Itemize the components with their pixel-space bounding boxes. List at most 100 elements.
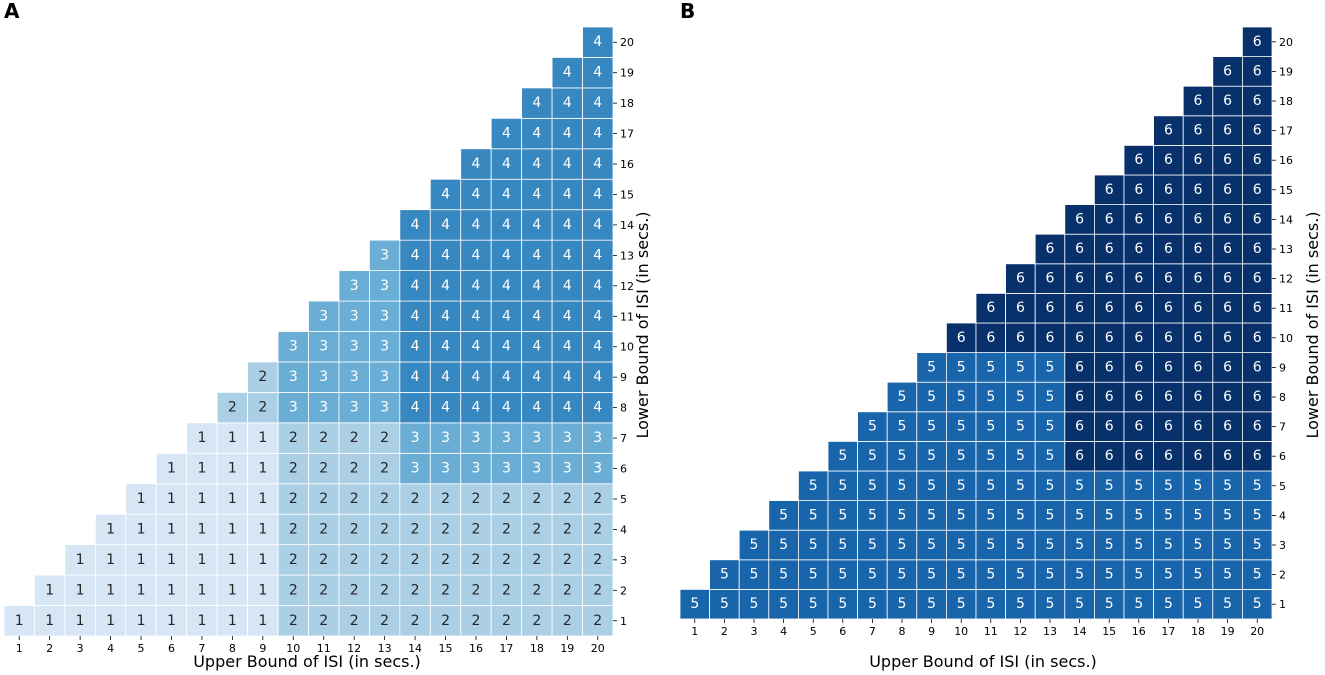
cell-value-label: 2 (563, 613, 572, 629)
cell-value-label: 4 (502, 186, 511, 202)
cell-value-label: 4 (411, 308, 420, 324)
cell-value-label: 3 (380, 247, 389, 263)
heatmap-cell (1242, 174, 1273, 206)
cell-value-label: 1 (197, 491, 206, 507)
cell-value-label: 1 (137, 521, 146, 537)
heatmap-cell (521, 178, 553, 211)
cell-value-label: 6 (1046, 271, 1055, 287)
cell-value-label: 1 (106, 613, 115, 629)
cell-value-label: 4 (563, 369, 572, 385)
heatmap-cell (738, 559, 770, 590)
heatmap-cell (338, 331, 370, 363)
cell-value-label: 4 (532, 217, 541, 233)
cell-value-label: 5 (1223, 567, 1232, 583)
heatmap-cell (551, 574, 583, 606)
heatmap-cell (429, 331, 462, 363)
cell-value-label: 4 (502, 156, 511, 172)
heatmap-cell (94, 544, 127, 576)
heatmap-cell (551, 361, 583, 393)
heatmap-cell (308, 391, 340, 424)
heatmap-cell (460, 239, 492, 271)
cell-value-label: 2 (319, 461, 328, 477)
heatmap-cell (3, 605, 35, 637)
heatmap-cell (1094, 589, 1125, 620)
heatmap-cell (186, 513, 218, 546)
y-tick-label: 3 (1279, 539, 1286, 552)
heatmap-cell (64, 544, 96, 576)
cell-value-label: 6 (986, 330, 995, 346)
cell-value-label: 1 (228, 552, 237, 568)
cell-value-label: 5 (1105, 567, 1114, 583)
cell-value-label: 6 (1194, 211, 1203, 227)
cell-value-label: 5 (986, 448, 995, 464)
cell-value-label: 5 (1046, 596, 1055, 612)
x-tick-label: 19 (1221, 625, 1235, 638)
cell-value-label: 4 (441, 339, 450, 355)
cell-value-label: 6 (1223, 93, 1232, 109)
cell-value-label: 6 (1134, 300, 1143, 316)
cell-value-label: 5 (927, 596, 936, 612)
heatmap-cell (94, 574, 127, 606)
cell-value-label: 5 (927, 567, 936, 583)
heatmap-cell (1242, 352, 1273, 383)
cell-value-label: 3 (380, 400, 389, 416)
cell-value-label: 3 (441, 461, 450, 477)
cell-value-label: 6 (1253, 241, 1262, 257)
cell-value-label: 2 (380, 491, 389, 507)
heatmap-cell (1034, 381, 1066, 413)
cell-value-label: 5 (898, 389, 907, 405)
cell-value-label: 1 (167, 521, 176, 537)
cell-value-label: 6 (1223, 271, 1232, 287)
cell-value-label: 6 (1134, 271, 1143, 287)
heatmap-cell (1182, 263, 1214, 294)
cell-value-label: 6 (1194, 152, 1203, 168)
cell-value-label: 6 (1223, 63, 1232, 79)
cell-value-label: 3 (319, 339, 328, 355)
cell-value-label: 4 (532, 156, 541, 172)
cell-value-label: 5 (1194, 507, 1203, 523)
cell-value-label: 5 (1134, 507, 1143, 523)
cell-value-label: 1 (167, 491, 176, 507)
cell-value-label: 3 (502, 461, 511, 477)
heatmap-cell (399, 452, 431, 485)
x-tick-label: 6 (168, 642, 175, 655)
cell-value-label: 5 (1134, 478, 1143, 494)
cell-value-label: 2 (502, 552, 511, 568)
heatmap-cell (429, 300, 462, 332)
y-tick-label: 3 (620, 554, 627, 567)
cell-value-label: 6 (986, 300, 995, 316)
cell-value-label: 1 (167, 552, 176, 568)
y-tick-label: 9 (1279, 361, 1286, 374)
cell-value-label: 5 (1164, 537, 1173, 553)
x-tick-label: 13 (1043, 625, 1057, 638)
cell-value-label: 5 (1164, 596, 1173, 612)
cell-value-label: 5 (927, 448, 936, 464)
y-tick-label: 8 (1279, 391, 1286, 404)
cell-value-label: 1 (228, 430, 237, 446)
heatmap-cell (582, 544, 614, 576)
heatmap-cell (460, 605, 492, 637)
heatmap-cell (857, 411, 888, 442)
heatmap-cell (216, 391, 248, 424)
cell-value-label: 5 (898, 478, 907, 494)
heatmap-cell (308, 452, 340, 485)
heatmap-cell (1182, 174, 1214, 206)
cell-value-label: 5 (1075, 596, 1084, 612)
heatmap-cell (1153, 440, 1184, 472)
cell-value-label: 6 (1223, 359, 1232, 375)
x-tick-label: 15 (1102, 625, 1116, 638)
cell-value-label: 6 (1134, 359, 1143, 375)
heatmap-cell (886, 411, 918, 442)
cell-value-label: 6 (1105, 271, 1114, 287)
cell-value-label: 6 (1075, 419, 1084, 435)
heatmap-cell (521, 148, 553, 180)
cell-value-label: 6 (1223, 448, 1232, 464)
heatmap-cell (1212, 115, 1243, 146)
cell-value-label: 2 (502, 582, 511, 598)
heatmap-cell (247, 391, 279, 424)
cell-value-label: 1 (15, 613, 24, 629)
cell-value-label: 1 (258, 582, 267, 598)
cell-value-label: 6 (1253, 211, 1262, 227)
heatmap-cell (946, 500, 977, 531)
